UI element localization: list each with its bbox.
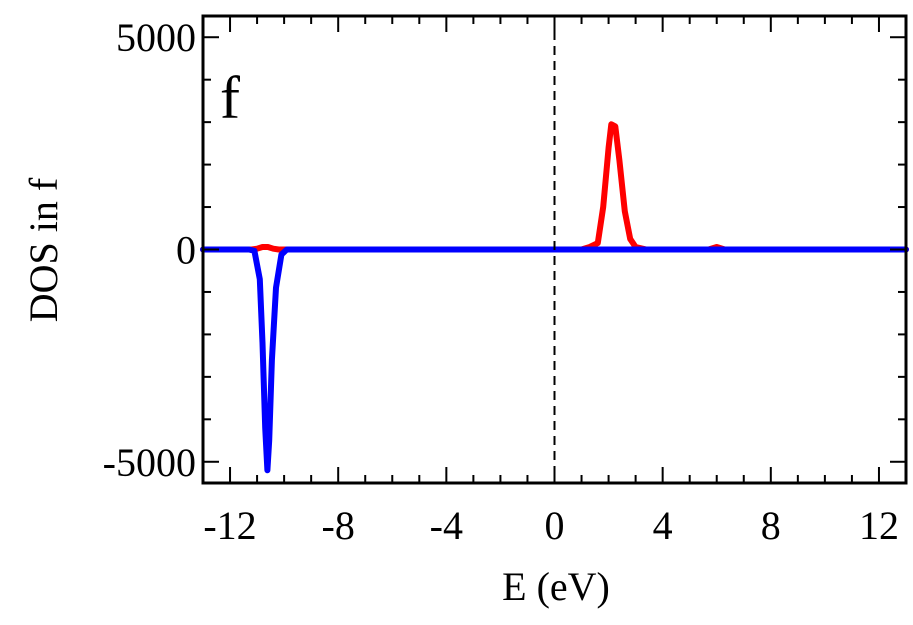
x-tick-label: 8 <box>761 503 781 548</box>
x-tick-label: 0 <box>545 503 565 548</box>
series-line-2 <box>200 246 909 474</box>
tick-labels-layer: -12 -8 -4 0 4 8 12 -5000 0 5000 <box>103 15 899 548</box>
y-tick-label: -5000 <box>103 440 196 485</box>
panel-label: f <box>220 65 240 131</box>
x-tick-label: 12 <box>859 503 899 548</box>
x-tick-label: -12 <box>203 503 256 548</box>
ticks-layer <box>202 16 907 483</box>
x-axis-title: E (eV) <box>502 564 610 609</box>
y-tick-label: 0 <box>176 228 196 273</box>
y-tick-label: 5000 <box>116 15 196 60</box>
x-tick-label: -4 <box>430 503 463 548</box>
x-tick-label: -8 <box>322 503 355 548</box>
series-layer <box>200 121 909 474</box>
y-axis-title: DOS in f <box>21 177 66 322</box>
x-tick-label: 4 <box>653 503 673 548</box>
